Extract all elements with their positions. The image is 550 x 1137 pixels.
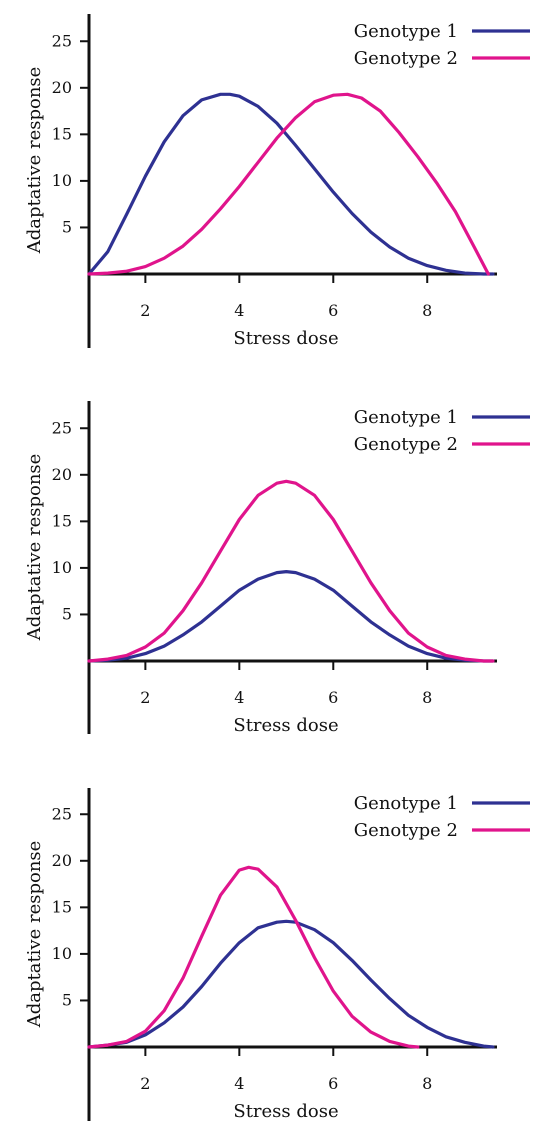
y-tick-label: 25: [52, 804, 72, 823]
x-tick-label: 6: [328, 301, 338, 320]
y-tick-label: 25: [52, 31, 72, 50]
x-tick-label: 4: [234, 301, 244, 320]
y-tick-label: 10: [52, 171, 72, 190]
legend-label: Genotype 2: [354, 48, 458, 69]
y-tick-label: 10: [52, 944, 72, 963]
y-tick-label: 10: [52, 558, 72, 577]
y-tick-label: 15: [52, 897, 72, 916]
x-axis-title: Stress dose: [233, 715, 338, 736]
x-tick-label: 2: [140, 688, 150, 707]
x-axis-title: Stress dose: [233, 1101, 338, 1122]
series-line-genotype-1: [87, 570, 495, 663]
chart-panel-middle: 5 10 15 20 25 2 4 6 8 Stress dose Adaptative respo…: [24, 401, 530, 736]
x-tick-label: 2: [140, 301, 150, 320]
x-tick-label: 6: [328, 1074, 338, 1093]
series-line-genotype-2: [87, 865, 420, 1049]
series-line-genotype-2: [87, 92, 490, 276]
y-tick-label: 5: [62, 604, 72, 623]
series-line-genotype-1: [87, 919, 495, 1049]
y-tick-label: 20: [52, 78, 72, 97]
series-line-genotype-2: [87, 479, 495, 663]
legend-label: Genotype 1: [354, 793, 458, 814]
y-tick-label: 20: [52, 465, 72, 484]
y-axis-title: Adaptative response: [24, 841, 45, 1029]
series-line-genotype-1: [87, 92, 495, 276]
chart-panel-top: 5 10 15 20 25 2 4 6 8 Stress dose Adaptative respo…: [24, 14, 530, 349]
y-tick-label: 20: [52, 851, 72, 870]
x-tick-label: 8: [422, 688, 432, 707]
y-tick-label: 5: [62, 217, 72, 236]
legend-label: Genotype 2: [354, 434, 458, 455]
y-tick-label: 5: [62, 990, 72, 1009]
legend-label: Genotype 1: [354, 21, 458, 42]
y-axis-title: Adaptative response: [24, 67, 45, 255]
x-tick-label: 4: [234, 688, 244, 707]
y-tick-label: 25: [52, 418, 72, 437]
x-tick-label: 8: [422, 1074, 432, 1093]
x-axis-title: Stress dose: [233, 328, 338, 349]
x-tick-label: 2: [140, 1074, 150, 1093]
x-tick-label: 6: [328, 688, 338, 707]
chart-panel-bottom: 5 10 15 20 25 2 4 6 8 Stress dose Adaptative respo…: [24, 788, 530, 1122]
y-tick-label: 15: [52, 124, 72, 143]
y-tick-label: 15: [52, 511, 72, 530]
x-tick-label: 4: [234, 1074, 244, 1093]
legend-label: Genotype 2: [354, 820, 458, 841]
legend-label: Genotype 1: [354, 407, 458, 428]
x-tick-label: 8: [422, 301, 432, 320]
y-axis-title: Adaptative response: [24, 454, 45, 642]
